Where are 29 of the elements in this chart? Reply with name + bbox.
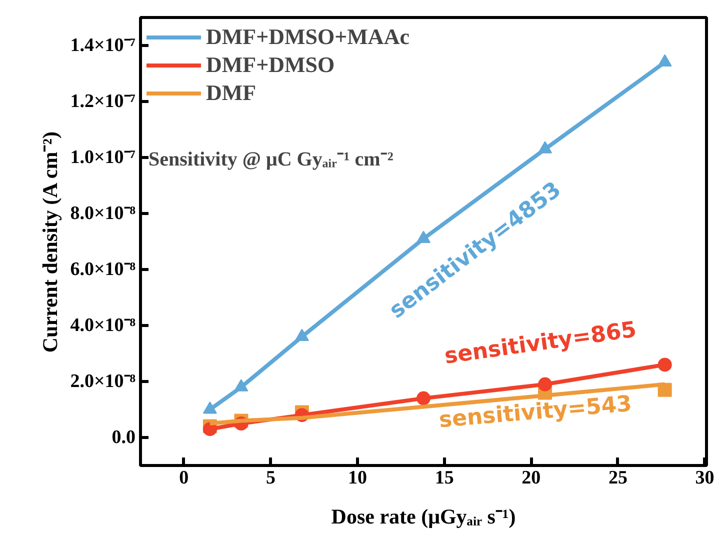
y-tick-label: 1.0×10⁻⁷ bbox=[70, 147, 136, 168]
y-tick-label: 2.0×10⁻⁸ bbox=[70, 371, 136, 392]
point bbox=[202, 422, 217, 436]
y-tick-label: 0.0 bbox=[112, 427, 136, 448]
y-tick-label: 1.2×10⁻⁷ bbox=[70, 91, 136, 112]
legend-label: DMF+DMSO bbox=[206, 51, 335, 79]
y-tick-label: 6.0×10⁻⁸ bbox=[70, 259, 136, 280]
x-axis-title: Dose rate (μGyₐᵢᵣ s⁻¹) bbox=[331, 504, 516, 528]
point bbox=[658, 358, 672, 372]
x-tick-label: 20 bbox=[522, 468, 541, 488]
legend-label: DMF bbox=[206, 79, 256, 107]
point bbox=[538, 377, 552, 392]
annotation: sensitivity=543 bbox=[438, 392, 633, 434]
x-tick-label: 15 bbox=[434, 468, 454, 488]
x-tick-label: 0 bbox=[179, 468, 189, 488]
x-tick-label: 25 bbox=[608, 468, 628, 488]
x-tick-label: 5 bbox=[266, 468, 276, 488]
point bbox=[658, 54, 672, 67]
point bbox=[538, 141, 552, 154]
x-tick-label: 10 bbox=[348, 468, 368, 488]
point bbox=[294, 328, 309, 341]
point bbox=[416, 391, 430, 406]
y-tick-label: 4.0×10⁻⁸ bbox=[70, 315, 136, 336]
x-tick-label: 30 bbox=[695, 468, 714, 488]
annotation: Sensitivity @ μC Gyₐᵢᵣ⁻¹ cm⁻² bbox=[148, 148, 394, 170]
y-axis-title: Current density (A cm⁻²) bbox=[38, 132, 62, 353]
y-tick-label: 8.0×10⁻⁸ bbox=[70, 203, 136, 224]
y-tick-label: 1.4×10⁻⁷ bbox=[70, 35, 136, 56]
legend-label: DMF+DMSO+MAAc bbox=[206, 23, 410, 51]
